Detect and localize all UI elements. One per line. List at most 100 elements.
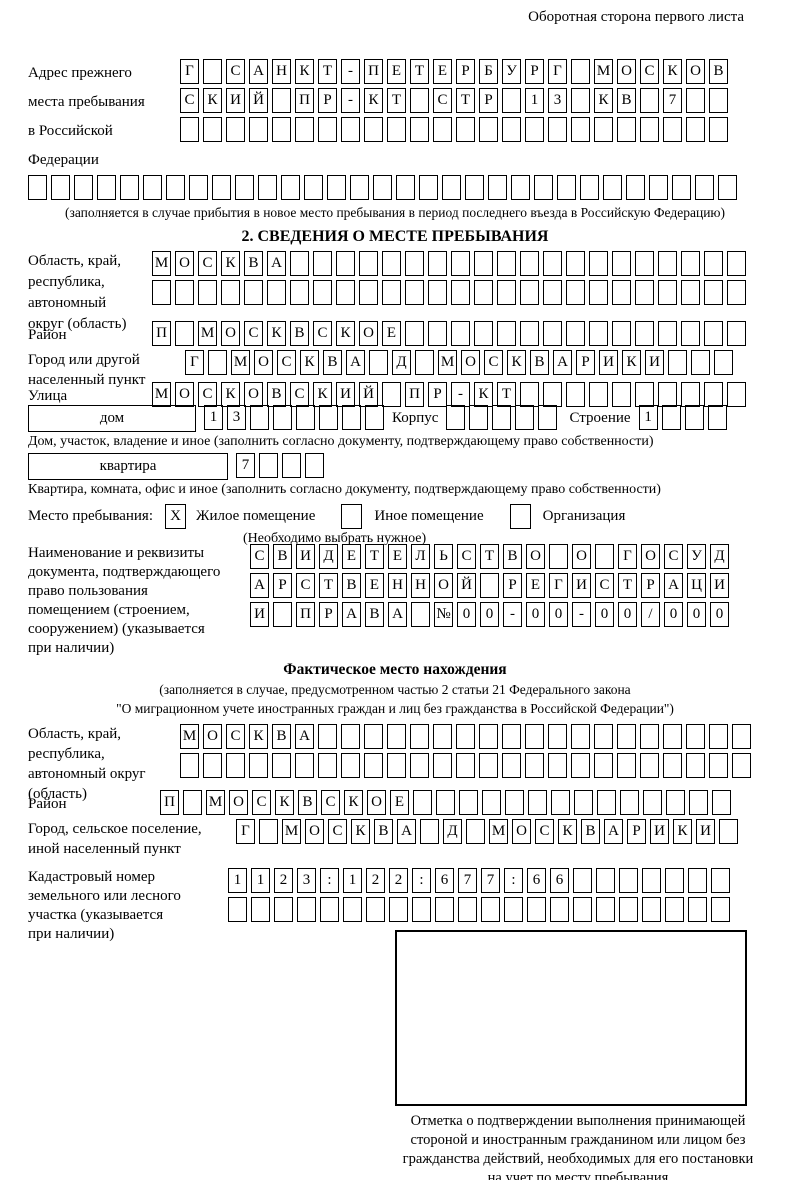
char-cell[interactable] bbox=[272, 88, 291, 113]
char-cell[interactable]: В bbox=[272, 724, 291, 749]
char-cell[interactable] bbox=[479, 117, 498, 142]
char-cell[interactable]: О bbox=[359, 321, 378, 346]
char-cell[interactable] bbox=[318, 117, 337, 142]
char-cell[interactable]: 3 bbox=[297, 868, 316, 893]
char-cell[interactable] bbox=[695, 175, 714, 200]
char-cell[interactable]: И bbox=[572, 573, 591, 598]
char-cell[interactable]: В bbox=[374, 819, 393, 844]
char-cell[interactable]: О bbox=[229, 790, 248, 815]
char-cell[interactable]: П bbox=[295, 88, 314, 113]
char-cell[interactable]: 0 bbox=[664, 602, 683, 627]
char-cell[interactable]: 0 bbox=[595, 602, 614, 627]
char-cell[interactable] bbox=[364, 117, 383, 142]
char-cell[interactable]: № bbox=[434, 602, 453, 627]
char-cell[interactable] bbox=[143, 175, 162, 200]
char-cell[interactable] bbox=[686, 753, 705, 778]
char-cell[interactable] bbox=[709, 88, 728, 113]
char-cell[interactable]: Т bbox=[319, 573, 338, 598]
char-cell[interactable] bbox=[672, 175, 691, 200]
char-cell[interactable] bbox=[152, 280, 171, 305]
char-cell[interactable]: П bbox=[296, 602, 315, 627]
char-cell[interactable]: О bbox=[203, 724, 222, 749]
char-cell[interactable] bbox=[364, 753, 383, 778]
char-cell[interactable]: Т bbox=[410, 59, 429, 84]
char-cell[interactable]: Т bbox=[618, 573, 637, 598]
char-cell[interactable]: О bbox=[461, 350, 480, 375]
char-cell[interactable]: Г bbox=[236, 819, 255, 844]
char-cell[interactable] bbox=[727, 280, 746, 305]
char-cell[interactable]: А bbox=[388, 602, 407, 627]
char-cell[interactable] bbox=[366, 897, 385, 922]
char-cell[interactable] bbox=[505, 790, 524, 815]
char-cell[interactable] bbox=[596, 897, 615, 922]
char-cell[interactable] bbox=[643, 790, 662, 815]
char-cell[interactable] bbox=[387, 117, 406, 142]
char-cell[interactable] bbox=[474, 280, 493, 305]
char-cell[interactable]: Т bbox=[365, 544, 384, 569]
char-cell[interactable]: 0 bbox=[549, 602, 568, 627]
char-cell[interactable] bbox=[617, 724, 636, 749]
char-cell[interactable]: Т bbox=[456, 88, 475, 113]
char-cell[interactable] bbox=[640, 88, 659, 113]
char-cell[interactable]: У bbox=[502, 59, 521, 84]
char-cell[interactable]: М bbox=[231, 350, 250, 375]
char-cell[interactable] bbox=[290, 280, 309, 305]
char-cell[interactable] bbox=[620, 790, 639, 815]
char-cell[interactable]: М bbox=[152, 382, 171, 407]
char-cell[interactable] bbox=[515, 405, 535, 430]
char-cell[interactable]: В bbox=[244, 251, 263, 276]
char-cell[interactable]: К bbox=[344, 790, 363, 815]
char-cell[interactable] bbox=[166, 175, 185, 200]
char-cell[interactable] bbox=[549, 544, 568, 569]
char-cell[interactable]: А bbox=[249, 59, 268, 84]
char-cell[interactable]: О bbox=[367, 790, 386, 815]
char-cell[interactable]: С bbox=[198, 251, 217, 276]
char-cell[interactable] bbox=[208, 350, 227, 375]
other-premises-checkbox[interactable] bbox=[341, 504, 363, 529]
char-cell[interactable]: : bbox=[412, 868, 431, 893]
char-cell[interactable] bbox=[249, 117, 268, 142]
char-cell[interactable] bbox=[336, 280, 355, 305]
char-cell[interactable]: 0 bbox=[526, 602, 545, 627]
char-cell[interactable]: О bbox=[617, 59, 636, 84]
char-cell[interactable]: С bbox=[535, 819, 554, 844]
char-cell[interactable]: К bbox=[351, 819, 370, 844]
char-cell[interactable]: А bbox=[664, 573, 683, 598]
char-cell[interactable]: В bbox=[273, 544, 292, 569]
char-cell[interactable] bbox=[589, 382, 608, 407]
char-cell[interactable]: О bbox=[244, 382, 263, 407]
char-cell[interactable] bbox=[580, 175, 599, 200]
char-cell[interactable]: 7 bbox=[663, 88, 682, 113]
char-cell[interactable] bbox=[689, 790, 708, 815]
char-cell[interactable]: П bbox=[152, 321, 171, 346]
char-cell[interactable]: : bbox=[504, 868, 523, 893]
char-cell[interactable] bbox=[573, 868, 592, 893]
char-cell[interactable]: Т bbox=[497, 382, 516, 407]
char-cell[interactable] bbox=[313, 251, 332, 276]
char-cell[interactable]: Н bbox=[411, 573, 430, 598]
char-cell[interactable]: С bbox=[198, 382, 217, 407]
char-cell[interactable] bbox=[419, 175, 438, 200]
char-cell[interactable] bbox=[691, 350, 710, 375]
char-cell[interactable] bbox=[258, 175, 277, 200]
char-cell[interactable]: К bbox=[300, 350, 319, 375]
char-cell[interactable] bbox=[642, 868, 661, 893]
char-cell[interactable] bbox=[596, 868, 615, 893]
char-cell[interactable] bbox=[663, 117, 682, 142]
char-cell[interactable] bbox=[433, 117, 452, 142]
char-cell[interactable] bbox=[412, 897, 431, 922]
char-cell[interactable] bbox=[273, 405, 292, 430]
char-cell[interactable]: С bbox=[180, 88, 199, 113]
char-cell[interactable] bbox=[396, 175, 415, 200]
char-cell[interactable] bbox=[74, 175, 93, 200]
char-cell[interactable]: 6 bbox=[527, 868, 546, 893]
char-cell[interactable] bbox=[359, 251, 378, 276]
char-cell[interactable]: О bbox=[686, 59, 705, 84]
char-cell[interactable]: - bbox=[572, 602, 591, 627]
char-cell[interactable]: А bbox=[553, 350, 572, 375]
char-cell[interactable] bbox=[456, 724, 475, 749]
char-cell[interactable] bbox=[520, 280, 539, 305]
char-cell[interactable] bbox=[589, 280, 608, 305]
char-cell[interactable] bbox=[203, 117, 222, 142]
char-cell[interactable] bbox=[543, 251, 562, 276]
